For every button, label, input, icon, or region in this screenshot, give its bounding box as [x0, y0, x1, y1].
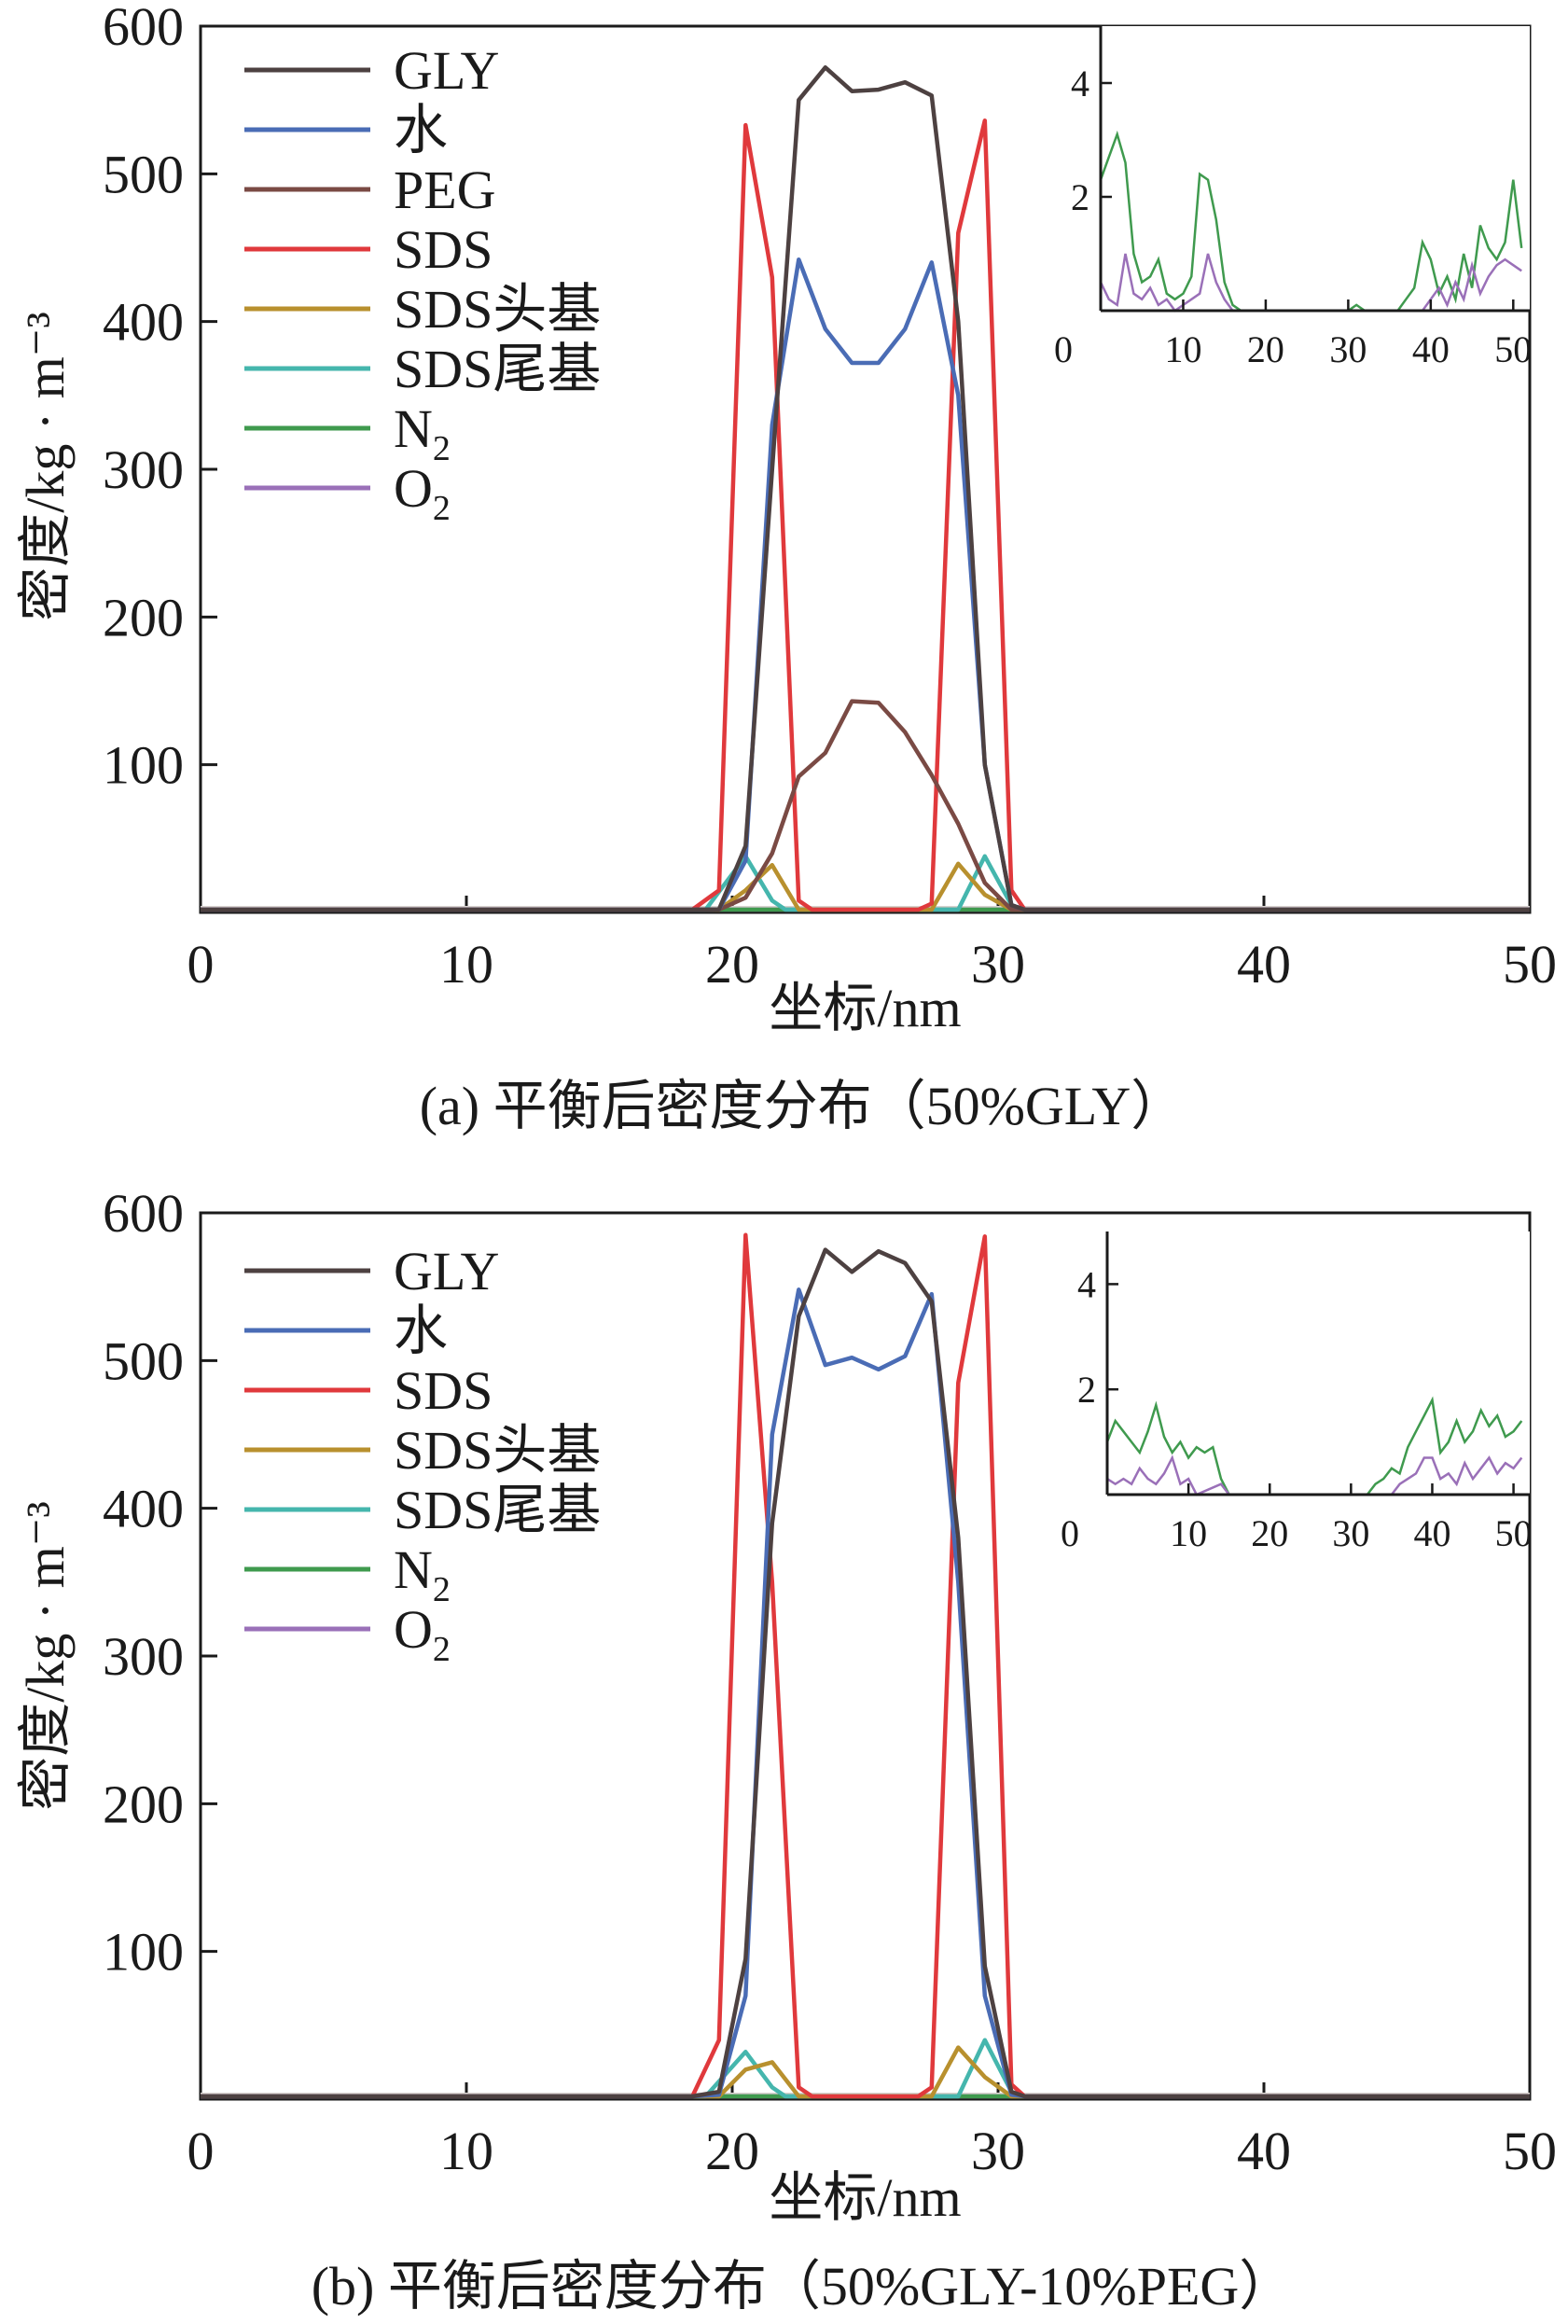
y-tick-label: 500 — [103, 144, 184, 204]
x-tick-label: 30 — [971, 2121, 1025, 2181]
inset-x-tick-label: 20 — [1247, 328, 1284, 370]
inset-x-tick-label: 30 — [1332, 1512, 1369, 1554]
x-tick-label: 50 — [1503, 2121, 1557, 2181]
y-tick-label: 300 — [103, 1626, 184, 1687]
legend-label: SDS头基 — [394, 279, 601, 340]
inset-series-N2 — [1105, 1396, 1523, 1496]
x-tick-label: 10 — [439, 2121, 493, 2181]
legend-label: SDS头基 — [394, 1420, 601, 1481]
inset-y-tick-label: 4 — [1071, 63, 1089, 104]
y-tick-label: 600 — [103, 0, 184, 57]
y-tick-label: 200 — [103, 587, 184, 647]
series-line-GLY — [201, 65, 1530, 912]
series-line-tail — [201, 2038, 1530, 2099]
inset-series-O2 — [1106, 1454, 1523, 1496]
inset-x-tick-label: 50 — [1495, 1512, 1533, 1554]
y-tick-label: 100 — [103, 1922, 184, 1983]
series-line-SDS — [201, 1232, 1530, 2099]
x-tick-label: 0 — [187, 934, 215, 995]
inset-x-tick-label: 0 — [1054, 328, 1073, 370]
y-tick-label: 200 — [103, 1774, 184, 1834]
y-tick-label: 500 — [103, 1330, 184, 1391]
legend-label: PEG — [394, 160, 496, 220]
legend-label: SDS — [394, 1360, 493, 1421]
x-tick-label: 30 — [971, 934, 1025, 995]
series-line-PEG — [201, 699, 1530, 912]
x-tick-label: 10 — [439, 934, 493, 995]
inset-y-tick-label: 2 — [1077, 1369, 1096, 1411]
series-line-tail — [201, 854, 1530, 912]
inset-x-tick-label: 10 — [1170, 1512, 1207, 1554]
inset-x-tick-label: 0 — [1061, 1512, 1079, 1554]
inset-y-tick-label: 4 — [1077, 1263, 1096, 1305]
series-line-SDS — [201, 118, 1530, 912]
legend-label: 水 — [394, 1301, 448, 1361]
inset-y-tick-label: 2 — [1071, 176, 1089, 218]
x-axis-title: 坐标/nm — [769, 2167, 961, 2228]
series-line-head — [201, 2045, 1530, 2099]
legend-label: SDS尾基 — [394, 1480, 601, 1540]
x-axis-title: 坐标/nm — [769, 978, 961, 1038]
inset-x-tick-label: 50 — [1494, 328, 1532, 370]
inset-panel: 0 10 20 30 40 50 2 4 — [1054, 26, 1532, 370]
inset-background — [1107, 1232, 1530, 1495]
legend-label: GLY — [394, 40, 499, 101]
series-line-head — [201, 861, 1530, 912]
x-tick-label: 50 — [1503, 934, 1557, 995]
inset-x-tick-label: 20 — [1251, 1512, 1288, 1554]
y-axis-title: 密度/kg · m⁻³ — [15, 1501, 76, 1811]
legend-label: SDS尾基 — [394, 339, 601, 399]
x-tick-label: 20 — [705, 2121, 759, 2181]
inset-background — [1101, 26, 1530, 311]
x-tick-label: 40 — [1237, 934, 1291, 995]
x-tick-label: 0 — [187, 2121, 215, 2181]
x-tick-label: 20 — [705, 934, 759, 995]
chart-panel-0: 0 10 20 30 40 50100200300400500600坐标/nm密度/kg … — [15, 0, 1557, 1136]
legend-label: GLY — [394, 1241, 499, 1301]
y-tick-label: 300 — [103, 439, 184, 500]
legend-label: O2 — [394, 458, 451, 528]
inset-x-tick-label: 30 — [1329, 328, 1367, 370]
chart-panel-1: 0 10 20 30 40 50100200300400500600坐标/nm密度/kg … — [15, 1183, 1557, 2317]
legend-label: O2 — [394, 1599, 451, 1669]
inset-x-tick-label: 10 — [1164, 328, 1201, 370]
panel-caption: (b) 平衡后密度分布（50%GLY-10%PEG） — [312, 2256, 1294, 2317]
inset-panel: 0 10 20 30 40 50 2 4 — [1061, 1232, 1533, 1554]
series-line-water — [201, 1287, 1530, 2099]
y-tick-label: 400 — [103, 1479, 184, 1539]
y-tick-label: 600 — [103, 1183, 184, 1244]
inset-x-tick-label: 40 — [1413, 1512, 1450, 1554]
inset-series-O2 — [1099, 253, 1522, 313]
inset-x-tick-label: 40 — [1412, 328, 1450, 370]
legend-label: 水 — [394, 100, 448, 160]
y-tick-label: 100 — [103, 735, 184, 796]
y-tick-label: 400 — [103, 292, 184, 353]
panel-caption: (a) 平衡后密度分布（50%GLY） — [420, 1076, 1186, 1136]
x-tick-label: 40 — [1237, 2121, 1291, 2181]
legend-label: SDS — [394, 219, 493, 280]
y-axis-title: 密度/kg · m⁻³ — [15, 312, 76, 621]
series-line-GLY — [201, 1247, 1530, 2099]
